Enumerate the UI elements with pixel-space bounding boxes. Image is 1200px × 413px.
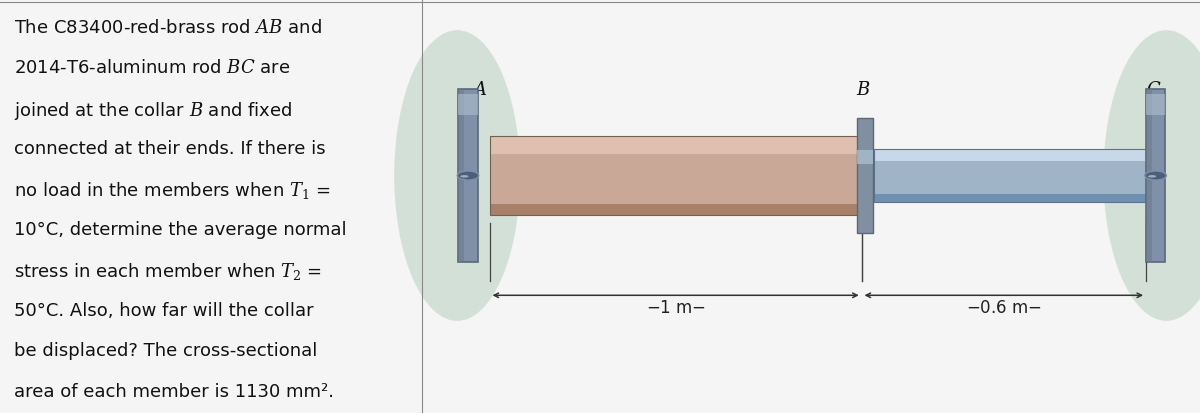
Ellipse shape (1145, 171, 1166, 180)
Text: 50°C. Also, how far will the collar: 50°C. Also, how far will the collar (14, 302, 314, 320)
Ellipse shape (1104, 30, 1200, 321)
Bar (458, 89, 464, 262)
Bar (857, 118, 874, 233)
Ellipse shape (394, 30, 521, 321)
Text: joined at the collar $B$ and fixed: joined at the collar $B$ and fixed (14, 100, 293, 121)
Bar (458, 89, 478, 262)
Bar (874, 149, 1146, 202)
Bar (874, 195, 1146, 202)
Bar (857, 150, 874, 164)
Text: $A$: $A$ (472, 81, 487, 99)
Text: 10°C, determine the average normal: 10°C, determine the average normal (14, 221, 347, 239)
Text: $B$: $B$ (856, 81, 870, 99)
Text: $C$: $C$ (1146, 81, 1162, 99)
Text: be displaced? The cross-sectional: be displaced? The cross-sectional (14, 342, 318, 361)
Text: stress in each member when $T_2$ =: stress in each member when $T_2$ = (14, 261, 323, 282)
Bar (490, 204, 858, 215)
Text: connected at their ends. If there is: connected at their ends. If there is (14, 140, 326, 158)
Bar (490, 136, 858, 154)
Bar (874, 149, 1146, 161)
Bar (1146, 94, 1165, 115)
Bar (490, 136, 858, 215)
Bar (874, 157, 1146, 195)
Text: $-$1 m$-$: $-$1 m$-$ (646, 299, 706, 317)
Ellipse shape (1147, 175, 1157, 178)
Ellipse shape (461, 175, 469, 178)
Text: 2014-T6-aluminum rod $BC$ are: 2014-T6-aluminum rod $BC$ are (14, 59, 290, 77)
Ellipse shape (457, 171, 479, 180)
Text: no load in the members when $T_1$ =: no load in the members when $T_1$ = (14, 180, 331, 202)
Bar (1146, 89, 1165, 262)
Bar (458, 94, 478, 115)
Text: The C83400-red-brass rod $AB$ and: The C83400-red-brass rod $AB$ and (14, 19, 323, 37)
Bar (490, 147, 858, 204)
Bar (1146, 89, 1152, 262)
Text: area of each member is 1130 mm².: area of each member is 1130 mm². (14, 383, 335, 401)
Text: $-$0.6 m$-$: $-$0.6 m$-$ (966, 299, 1042, 317)
